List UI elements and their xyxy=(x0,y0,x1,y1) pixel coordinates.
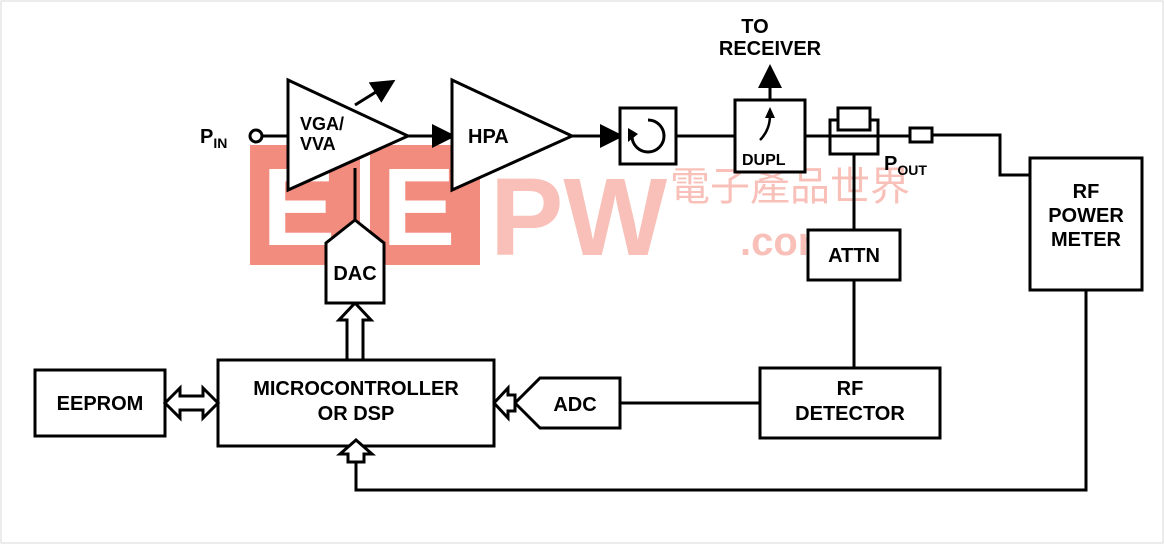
rf-detector-block: RF DETECTOR xyxy=(760,368,940,438)
arrow-mcu-dac xyxy=(339,303,371,360)
rf-power-meter-block: RF POWER METER xyxy=(1030,158,1142,290)
pin-label: PIN xyxy=(200,126,227,151)
wm-e2: E xyxy=(382,146,455,269)
svg-text:DETECTOR: DETECTOR xyxy=(795,403,905,425)
svg-text:VVA: VVA xyxy=(300,134,336,154)
svg-text:VGA/: VGA/ xyxy=(300,114,344,134)
svg-text:RF: RF xyxy=(837,378,864,400)
svg-text:DAC: DAC xyxy=(333,263,376,285)
arrow-eeprom-mcu xyxy=(165,388,218,418)
adc-block: ADC xyxy=(515,378,620,428)
attn-block: ATTN xyxy=(808,230,900,280)
pin-port xyxy=(250,130,262,142)
duplexer-block: DUPL xyxy=(735,100,805,172)
svg-text:DUPL: DUPL xyxy=(742,152,786,169)
pout-label: POUT xyxy=(884,153,927,178)
svg-text:ADC: ADC xyxy=(553,394,596,416)
arrow-adc-mcu xyxy=(494,388,515,418)
svg-text:METER: METER xyxy=(1051,229,1122,251)
svg-text:ATTN: ATTN xyxy=(828,245,880,267)
svg-text:EEPROM: EEPROM xyxy=(57,393,144,415)
to-receiver-label-1: TO xyxy=(741,16,768,38)
to-receiver-label-2: RECEIVER xyxy=(719,38,822,60)
svg-text:RF: RF xyxy=(1073,181,1100,203)
diagram-canvas: E E PW 電子產品世界 .com.cn PIN VGA/ VVA HPA xyxy=(0,0,1164,544)
mcu-block: MICROCONTROLLER OR DSP xyxy=(218,360,494,446)
svg-text:MICROCONTROLLER: MICROCONTROLLER xyxy=(253,378,459,400)
wm-pw: PW xyxy=(490,156,667,279)
eeprom-block: EEPROM xyxy=(35,370,165,436)
svg-text:HPA: HPA xyxy=(468,126,509,148)
load-block xyxy=(910,128,932,142)
wire-load-rfpm xyxy=(932,135,1030,175)
svg-text:POWER: POWER xyxy=(1048,205,1124,227)
svg-text:OR DSP: OR DSP xyxy=(318,403,395,425)
coupler-block xyxy=(830,108,878,154)
circulator-block xyxy=(620,108,676,164)
